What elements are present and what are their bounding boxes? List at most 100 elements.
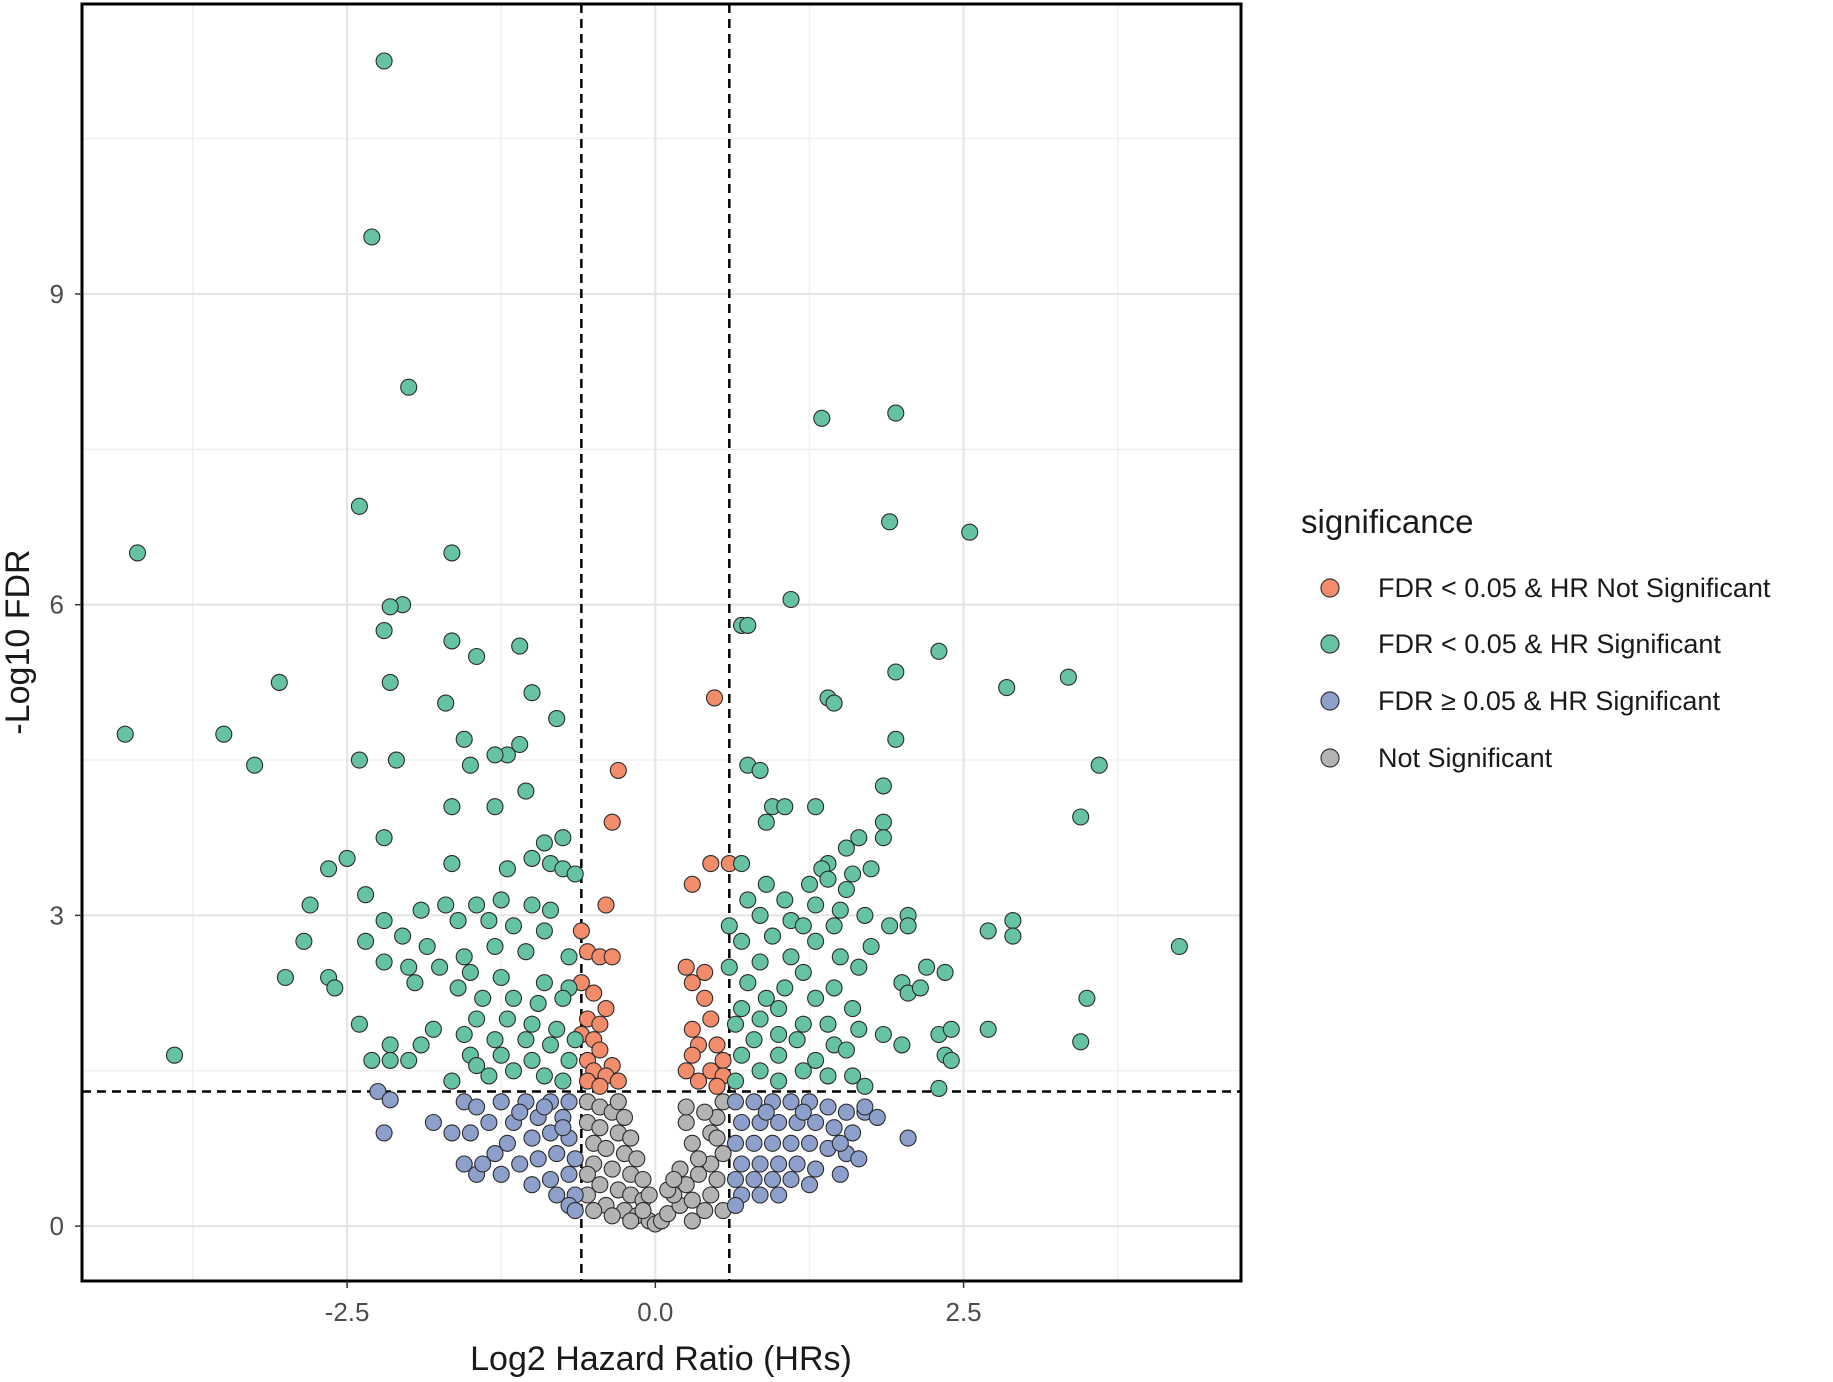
data-point: [523, 896, 541, 914]
data-point: [708, 1036, 726, 1054]
data-point: [381, 1036, 399, 1054]
data-point: [468, 896, 486, 914]
data-point: [492, 1165, 510, 1183]
data-point: [850, 1150, 868, 1168]
x-axis-ticks: -2.5 0.0 2.5: [325, 1281, 982, 1327]
data-point: [523, 1129, 541, 1147]
data-point: [461, 1124, 479, 1142]
data-point: [406, 974, 424, 992]
data-point: [535, 922, 553, 940]
data-point: [511, 1155, 529, 1173]
data-point: [689, 1072, 708, 1090]
data-point: [850, 958, 868, 976]
data-point: [881, 513, 899, 531]
data-point: [825, 1119, 843, 1137]
data-point: [566, 1150, 584, 1168]
data-point: [375, 52, 393, 70]
data-point: [363, 228, 381, 246]
data-point: [116, 725, 134, 743]
data-point: [535, 1067, 553, 1085]
data-point: [326, 979, 344, 997]
data-point: [825, 694, 843, 712]
data-point: [825, 979, 843, 997]
data-point: [301, 896, 319, 914]
data-point: [807, 1160, 825, 1178]
data-point: [899, 1129, 917, 1147]
data-point: [770, 1155, 788, 1173]
data-point: [165, 1046, 184, 1064]
data-point: [486, 937, 504, 956]
data-point: [609, 1072, 627, 1090]
data-point: [745, 1031, 763, 1049]
data-point: [480, 1067, 498, 1085]
data-point: [492, 1093, 510, 1111]
data-point: [443, 855, 461, 873]
gridlines: [82, 4, 1241, 1281]
data-point: [751, 1062, 769, 1080]
data-point: [560, 1051, 578, 1069]
data-point: [739, 974, 757, 992]
data-point: [511, 735, 529, 754]
data-point: [831, 948, 849, 966]
data-point: [622, 1129, 640, 1147]
data-point: [1078, 989, 1096, 1007]
data-point: [770, 1000, 788, 1018]
data-point: [560, 1165, 578, 1183]
data-point: [1090, 756, 1108, 774]
series-fdr-hr-sig: [116, 52, 1188, 1097]
data-point: [357, 932, 375, 950]
data-point: [381, 1051, 399, 1069]
data-point: [498, 860, 516, 878]
data-point: [726, 1072, 745, 1090]
data-point: [603, 1207, 621, 1225]
data-point: [455, 730, 473, 748]
data-point: [689, 1150, 708, 1168]
data-point: [677, 958, 695, 976]
data-point: [665, 1170, 683, 1189]
data-point: [837, 1103, 855, 1121]
data-point: [215, 725, 233, 743]
data-point: [720, 917, 738, 935]
data-point: [862, 860, 880, 878]
data-point: [745, 1170, 763, 1189]
data-point: [443, 544, 461, 562]
data-point: [437, 694, 455, 712]
data-point: [757, 875, 775, 893]
data-point: [381, 1091, 399, 1109]
data-point: [585, 1202, 603, 1220]
data-point: [455, 1155, 473, 1173]
data-point: [548, 1020, 566, 1038]
data-point: [449, 912, 467, 930]
data-point: [942, 1051, 960, 1069]
data-point: [461, 756, 479, 774]
data-point: [702, 1010, 720, 1028]
data-point: [874, 777, 892, 795]
data-point: [486, 1031, 504, 1049]
data-point: [683, 1046, 701, 1064]
data-point: [751, 906, 769, 924]
data-point: [800, 875, 819, 893]
data-point: [455, 948, 473, 966]
data-point: [375, 829, 393, 847]
data-point: [782, 1093, 800, 1111]
data-point: [511, 1103, 529, 1121]
data-point: [578, 1165, 597, 1183]
data-point: [541, 1170, 560, 1189]
data-point: [874, 813, 892, 831]
data-point: [782, 1134, 800, 1152]
data-point: [708, 1170, 726, 1189]
data-point: [486, 1145, 504, 1163]
data-point: [782, 1170, 800, 1189]
data-point: [474, 1155, 492, 1173]
data-point: [523, 849, 541, 867]
data-point: [400, 1051, 418, 1069]
data-point: [720, 958, 738, 976]
data-point: [979, 1020, 997, 1038]
data-point: [554, 989, 572, 1007]
data-point: [566, 1031, 584, 1049]
data-point: [412, 901, 430, 919]
data-point: [825, 917, 843, 935]
data-point: [807, 896, 825, 914]
data-point: [480, 912, 498, 930]
data-point: [794, 1103, 812, 1121]
